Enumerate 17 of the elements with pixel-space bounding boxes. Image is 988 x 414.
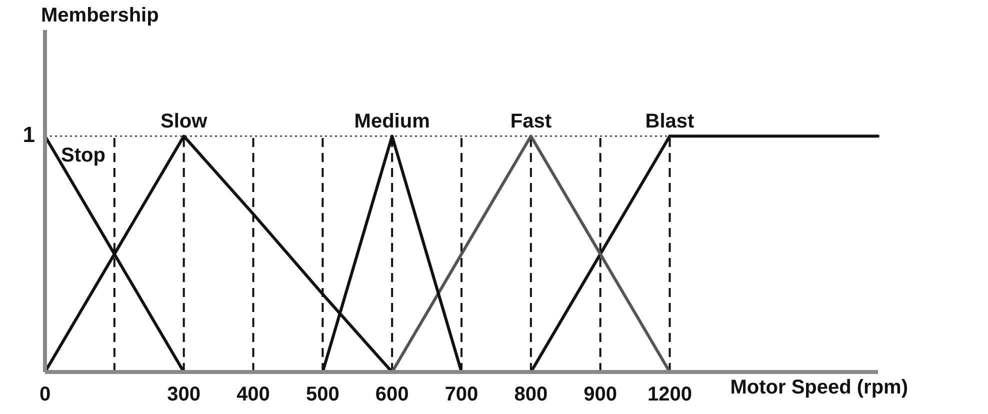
x-tick-label: 700 [444,384,478,406]
series-label: Stop [61,144,106,167]
x-tick-label: 300 [167,384,201,406]
text: 1 [22,122,35,148]
x-tick-label: 0 [39,384,51,406]
x-tick-label: 600 [375,384,409,406]
x-tick-label: 1200 [648,384,692,406]
series-label: Medium [354,110,430,133]
series-label: Blast [645,110,695,133]
series-label: Slow [160,110,208,133]
text: Membership [41,4,159,27]
x-tick-label: 900 [584,384,618,406]
series-label: Fast [510,110,552,133]
x-tick-label: 800 [514,384,548,406]
x-axis-title: Motor Speed (rpm) [730,376,908,399]
x-tick-label: 400 [236,384,270,406]
x-tick-label: 500 [306,384,340,406]
